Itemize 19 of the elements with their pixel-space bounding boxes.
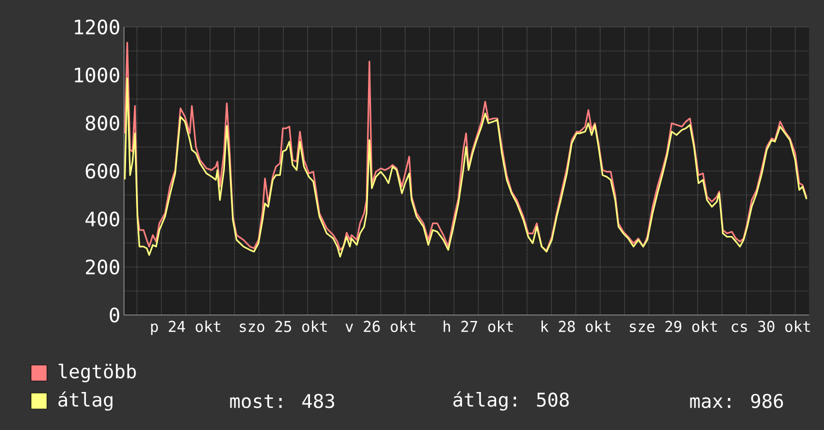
y-tick-label: 800 <box>86 115 120 131</box>
text: max: 986 <box>690 394 783 408</box>
y-tick-label: 1000 <box>74 67 120 83</box>
x-tick-label: szo 25 okt <box>240 320 327 332</box>
y-tick-label: 400 <box>85 211 120 227</box>
y-tick-label: 1200 <box>74 19 120 35</box>
x-tick-label: cs 30 okt <box>732 320 810 332</box>
y-tick-label: 200 <box>86 259 120 275</box>
x-tick-label: h 27 okt <box>444 320 513 332</box>
text: átlag: 508 <box>453 391 569 411</box>
y-tick-label: 0 <box>110 307 120 323</box>
legend-label: legtöbb <box>58 364 136 382</box>
x-tick-label: v 26 okt <box>346 320 416 332</box>
x-tick-label: sze 29 okt <box>630 320 717 332</box>
y-tick-label: 600 <box>86 163 120 179</box>
text: most: 483 <box>230 394 334 408</box>
x-tick-label: k 28 okt <box>542 320 610 332</box>
legend-label: átlag <box>58 391 112 411</box>
x-tick-label: p 24 okt <box>151 320 220 335</box>
